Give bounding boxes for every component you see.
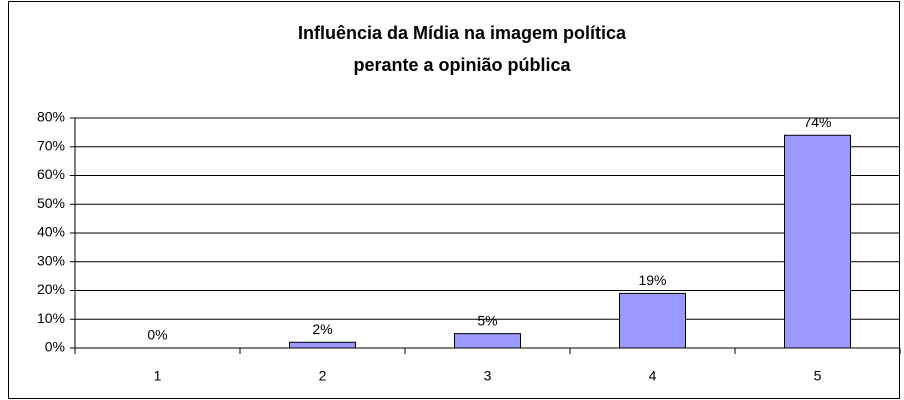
y-tick-label: 60% (37, 166, 65, 182)
bar (454, 333, 521, 349)
y-tick-label: 30% (37, 252, 65, 268)
y-tick-label: 50% (37, 195, 65, 211)
x-tick-label: 3 (484, 368, 492, 384)
chart-title: Influência da Mídia na imagem política (298, 23, 627, 43)
bar (784, 134, 851, 349)
y-tick-label: 80% (37, 109, 65, 125)
chart-frame (8, 1, 900, 399)
bar (289, 341, 356, 349)
x-tick-label: 1 (154, 368, 162, 384)
data-label: 5% (477, 312, 497, 328)
data-label: 0% (147, 327, 167, 343)
x-tick-label: 5 (814, 368, 822, 384)
bar (619, 292, 686, 349)
x-tick-label: 4 (649, 368, 657, 384)
y-tick-label: 10% (37, 310, 65, 326)
data-label: 2% (312, 321, 332, 337)
y-tick-label: 40% (37, 224, 65, 240)
chart-title: perante a opinião pública (353, 55, 571, 75)
data-label: 74% (803, 114, 831, 130)
data-label: 19% (638, 272, 666, 288)
y-tick-label: 70% (37, 137, 65, 153)
y-tick-label: 0% (45, 339, 65, 355)
x-tick-label: 2 (319, 368, 327, 384)
y-tick-label: 20% (37, 281, 65, 297)
